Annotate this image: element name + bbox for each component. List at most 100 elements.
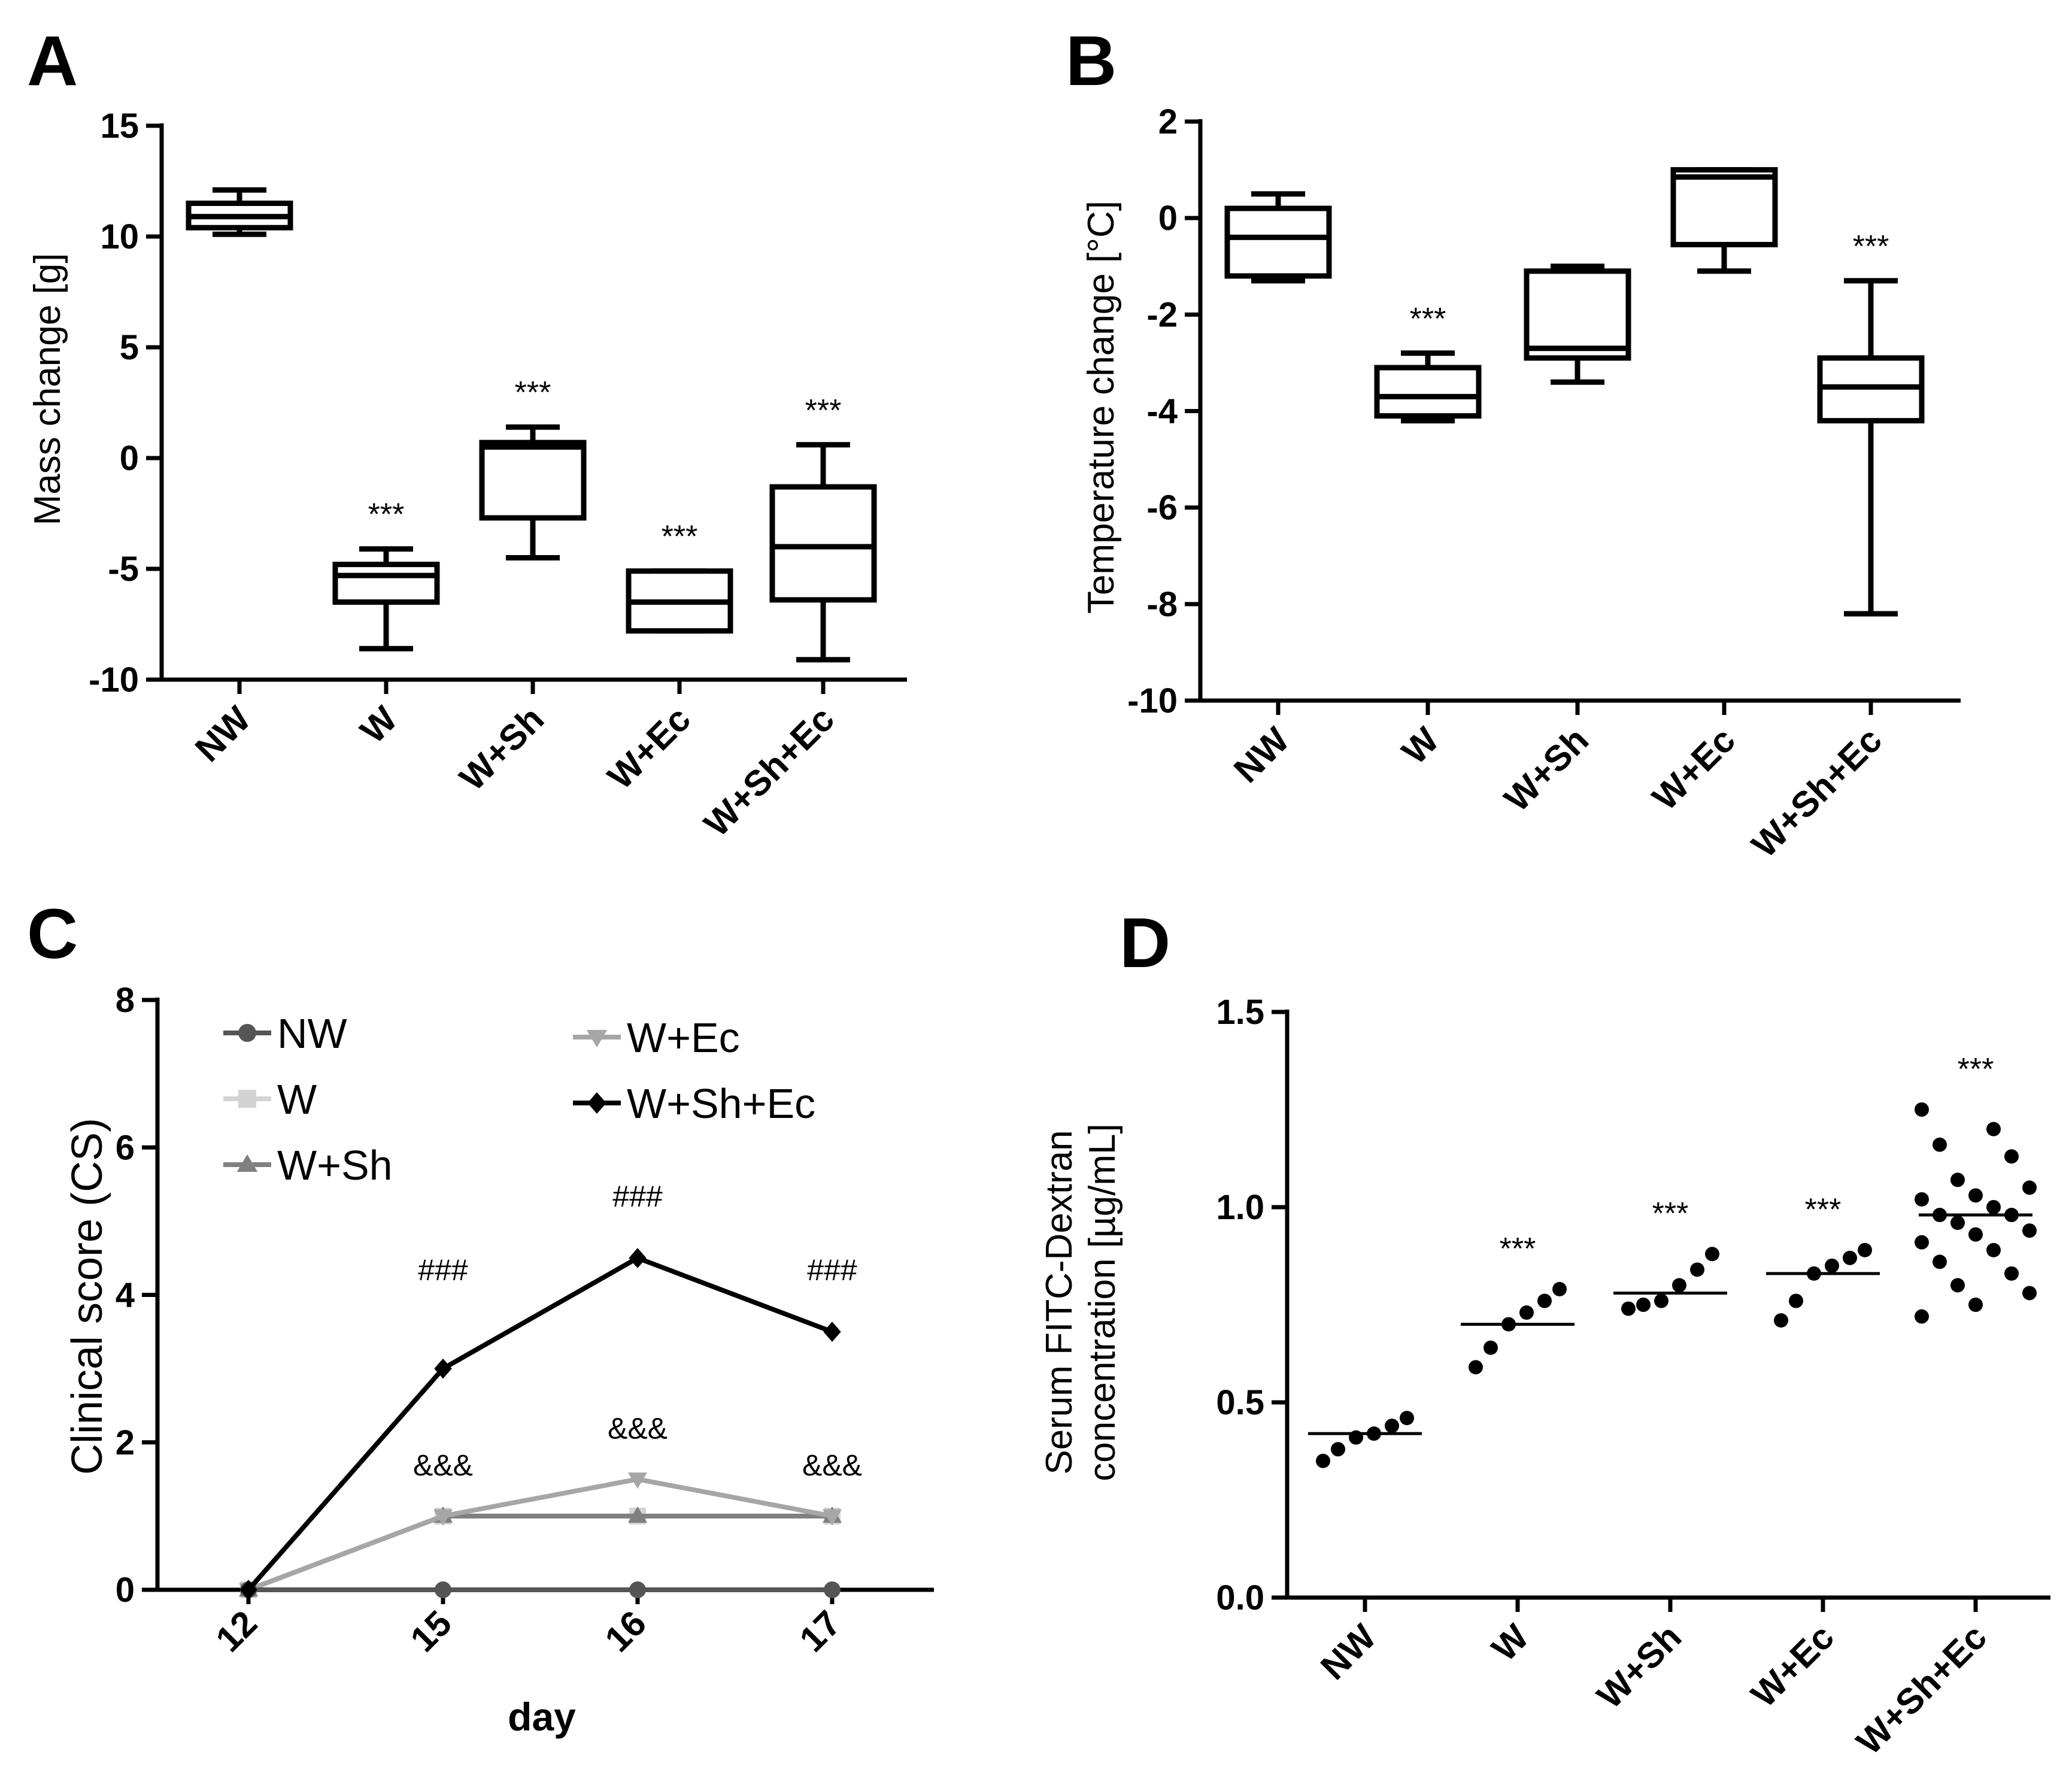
panel-d-category-w-ec: W+Ec [1743, 1617, 1842, 1715]
panel-d-group-w-sh-ec-point [1986, 1242, 2001, 1257]
panel-c-series-nw-point [435, 1581, 451, 1598]
panel-b-y-axis-label: Temperature change [°C] [1081, 201, 1122, 614]
panel-d-group-nw [1308, 1411, 1422, 1468]
panel-c-y-tick-label: 6 [116, 1128, 135, 1167]
panel-c-y-axis-label: Clinical score (CS) [63, 1118, 111, 1475]
panel-d-group-w-point [1469, 1360, 1483, 1375]
panel-a-y-tick-label: 10 [100, 217, 139, 256]
panel-c-annotation-hash: ### [807, 1253, 857, 1287]
panel-c-series-w-sh-ec-line [246, 1255, 833, 1592]
panel-letter-c: C [27, 895, 78, 974]
panel-d-significance-w-ec: *** [1805, 1193, 1842, 1228]
panel-a-category-w-sh-ec: W+Sh+Ec [696, 699, 842, 844]
panel-c-legend-w: W [223, 1076, 317, 1123]
panel-a-box-nw [186, 187, 293, 237]
panel-c-x-tick-label-17: 17 [792, 1603, 849, 1660]
panel-d-group-nw-point [1385, 1419, 1399, 1434]
panel-c-series-w-sh-point [627, 1506, 648, 1523]
panel-c-annotation-hash: ### [418, 1253, 468, 1287]
panel-c-series-w-sh-ec [239, 1248, 841, 1600]
panel-b-category-w: W [1394, 720, 1447, 772]
panel-c-series-w-sh-ec-point [434, 1358, 452, 1379]
panel-d-group-w-ec [1766, 1242, 1880, 1328]
panel-d-group-w-sh-ec-point [2004, 1149, 2019, 1164]
panel-a-box-w-sh-ec-iqr [769, 484, 877, 603]
panel-d-significance-w: *** [1500, 1232, 1536, 1266]
panel-d-group-w-sh-ec-point [1933, 1137, 1947, 1152]
panel-b-y-tick-label: -6 [1146, 489, 1178, 528]
panel-d-group-w-sh-ec-point [1986, 1122, 2001, 1137]
panel-c-legend-w-swatch-marker [238, 1090, 256, 1108]
panel-d-group-w-ec-point [1858, 1242, 1872, 1257]
panel-d-group-w-sh [1613, 1247, 1727, 1316]
panel-d-group-w-sh-ec-point [1915, 1102, 1929, 1117]
panel-d-group-w-sh-point [1705, 1247, 1719, 1262]
panel-b-y-tick-label: 2 [1158, 102, 1178, 141]
panel-c-x-tick-label-15: 15 [403, 1603, 460, 1660]
panel-b-category-w-sh-ec: W+Sh+Ec [1744, 720, 1889, 865]
panel-c-legend-nw-swatch-marker [238, 1024, 256, 1042]
panel-a-box-w-ec [626, 568, 733, 634]
panel-b-y-tick-label: -2 [1146, 295, 1178, 334]
panel-b-y-tick-label: -4 [1146, 392, 1178, 431]
panel-c-legend-w-sh: W+Sh [223, 1142, 393, 1189]
panel-b-y-tick-label: 0 [1158, 199, 1178, 238]
panel-a-box-w-sh-ec [769, 442, 877, 663]
panel-b-box-w-ec-iqr [1670, 167, 1778, 247]
panel-c-legend-nw-label: NW [277, 1010, 347, 1057]
panel-d-group-w-sh-ec-point [1986, 1200, 2001, 1214]
panel-b-y-tick-label: -8 [1146, 585, 1178, 624]
panel-a-y-tick-label: -5 [108, 550, 139, 589]
panel-c-legend-w-sh-ec-label: W+Sh+Ec [627, 1080, 815, 1127]
panel-d-significance-w-sh: *** [1652, 1196, 1689, 1231]
panel-d-group-w [1461, 1281, 1575, 1375]
panel-d-group-w-sh-ec-point [1968, 1227, 1983, 1242]
panel-a-mass-change: -10 -5 0 5 10 15 NW W W+Sh W+EcW+Sh+Ec Mass change… [27, 107, 907, 844]
panel-a-category-w-sh: W+Sh [452, 699, 551, 798]
panel-d-group-w-sh-ec-point [1950, 1216, 1965, 1231]
panel-c-annotation-hash: ### [612, 1180, 663, 1213]
panel-c-series-w-ec-line [247, 1477, 833, 1592]
panel-a-y-tick-label: 0 [120, 439, 139, 478]
panel-d-y-axis-label-line-1: Serum FITC-Dextran [1039, 1130, 1080, 1474]
panel-a-significance-w: *** [368, 498, 405, 532]
panel-d-group-w-ec-point [1789, 1293, 1803, 1308]
panel-c-series-nw [240, 1581, 841, 1598]
panel-d-group-w-ec-point [1843, 1250, 1857, 1265]
panel-c-series-w-ec-point [433, 1509, 453, 1526]
panel-d-group-w-sh-ec-point [1968, 1298, 1983, 1312]
panel-a-box-w-iqr [332, 562, 440, 605]
panel-d-group-w-point [1519, 1305, 1534, 1320]
panel-c-series-w-sh-ec-point [629, 1248, 647, 1268]
panel-c-series-w-line [247, 1513, 832, 1592]
panel-c-series-w-sh-ec-point [239, 1580, 257, 1600]
panel-b-box-nw-iqr [1224, 205, 1332, 279]
panel-d-category-w: W [1484, 1617, 1537, 1669]
panel-d-group-w-sh-ec-point [1950, 1172, 1965, 1187]
panel-c-clinical-score: 0 2 4 6 8 12 15 16 17 day Clinical score (CS) ### ##… [63, 981, 934, 1739]
panel-b-category-w-ec: W+Ec [1645, 720, 1743, 818]
panel-c-series-w-ec [238, 1472, 842, 1600]
panel-d-y-axis-label-line-2: concentration [µg/mL] [1082, 1123, 1123, 1481]
panel-d-group-w-sh-ec-point [1950, 1278, 1965, 1293]
panel-d-group-w-sh-ec [1915, 1102, 2037, 1324]
panel-d-fitc-dextran: 0.0 0.5 1.0 1.5 NW W W+Sh W+Ec W+Sh+Ec Serum FITC… [1039, 993, 2050, 1762]
panel-letter-b: B [1066, 22, 1117, 101]
panel-d-group-nw-point [1400, 1411, 1414, 1426]
panel-c-annotation-amp: &&& [608, 1412, 668, 1445]
panel-b-box-w-iqr [1374, 365, 1482, 419]
panel-c-x-axis-label: day [508, 1695, 576, 1739]
panel-letter-d: D [1120, 904, 1170, 983]
panel-d-group-w-sh-ec-point [1915, 1235, 1929, 1250]
panel-letter-a: A [27, 22, 78, 101]
panel-b-box-w [1374, 350, 1482, 424]
panel-d-group-w-sh-point [1621, 1301, 1636, 1316]
panel-b-box-w-sh-iqr [1524, 268, 1631, 361]
panel-c-series-w-ec-point [627, 1472, 648, 1489]
panel-c-series-w [240, 1507, 841, 1598]
panel-c-legend-w-ec: W+Ec [573, 1014, 740, 1061]
panel-b-box-nw [1224, 191, 1332, 284]
panel-d-group-w-sh-point [1672, 1278, 1686, 1293]
panel-b-category-nw: NW [1226, 720, 1297, 790]
